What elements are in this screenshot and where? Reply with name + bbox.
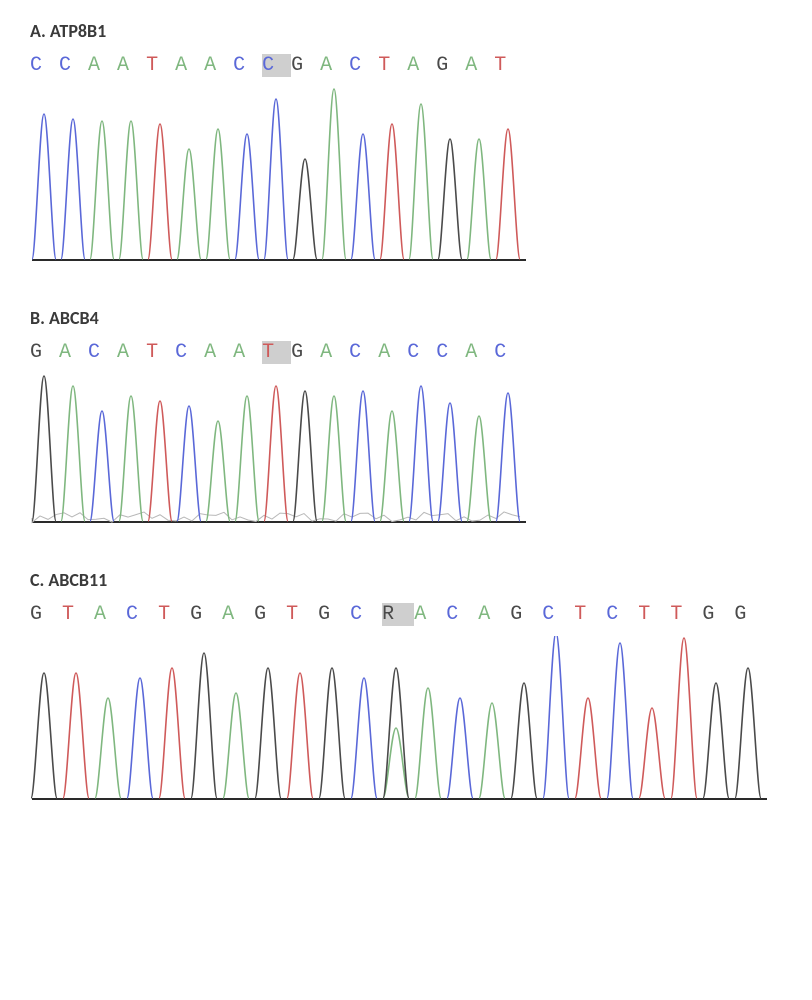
- sequence-text: GACATCAATGACACCAC: [30, 341, 782, 364]
- panel-title: B. ABCB4: [30, 307, 782, 329]
- sequence-text: CCAATAACCGACTAGAT: [30, 54, 782, 77]
- chromatogram: [30, 636, 770, 806]
- sequence-text: GTACTGAGTGCRACAGCTCTTGG: [30, 603, 782, 626]
- panel-title: C. ABCB11: [30, 569, 782, 591]
- chromatogram: [30, 87, 530, 267]
- panel-abcb11: C. ABCB11 GTACTGAGTGCRACAGCTCTTGG: [30, 569, 782, 806]
- panel-abcb4: B. ABCB4 GACATCAATGACACCAC: [30, 307, 782, 529]
- panel-title: A. ATP8B1: [30, 20, 782, 42]
- panel-atp8b1: A. ATP8B1 CCAATAACCGACTAGAT: [30, 20, 782, 267]
- chromatogram: [30, 374, 530, 529]
